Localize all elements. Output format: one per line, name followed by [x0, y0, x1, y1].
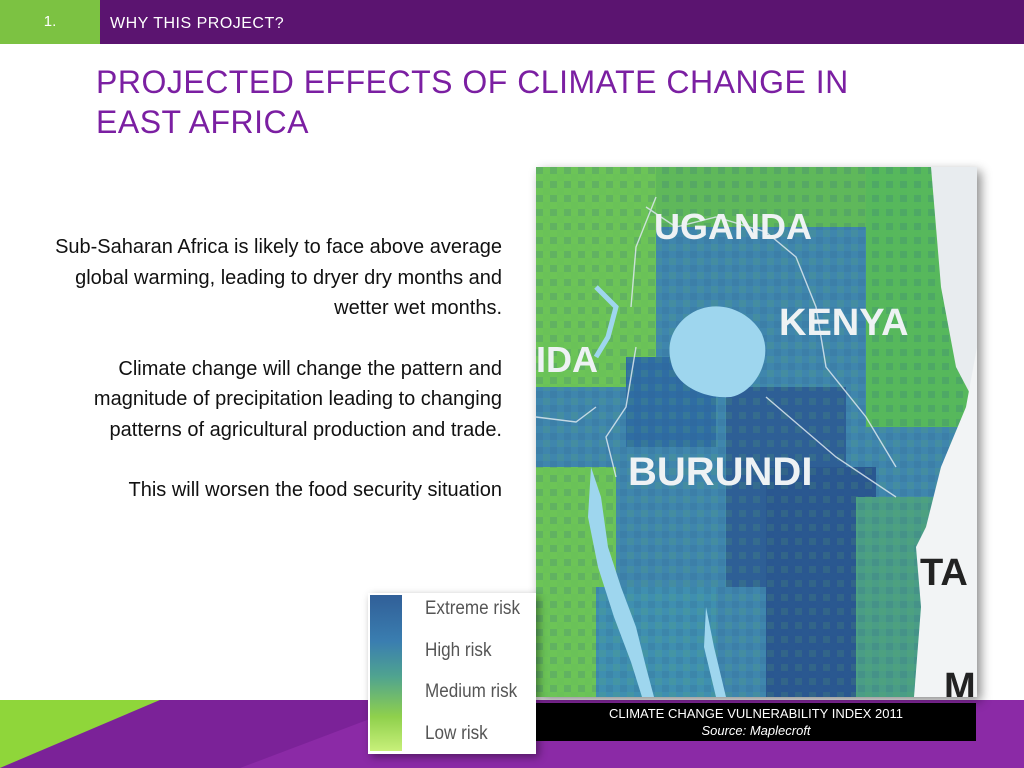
vulnerability-map: UGANDA KENYA IDA BURUNDI TA M: [536, 167, 977, 697]
caption-source: Source: Maplecroft: [701, 723, 811, 738]
label-kenya: KENYA: [779, 302, 909, 344]
legend-item-extreme: Extreme risk: [425, 598, 521, 619]
lake-rukwa: [704, 607, 726, 697]
label-burundi: BURUNDI: [628, 450, 812, 494]
legend-item-high: High risk: [425, 640, 492, 661]
lake-tanganyika: [588, 467, 654, 697]
slide-title: PROJECTED EFFECTS OF CLIMATE CHANGE IN E…: [96, 64, 849, 140]
legend-color-scale: [370, 595, 402, 751]
paragraph-1: Sub-Saharan Africa is likely to face abo…: [55, 236, 502, 319]
legend-item-low: Low risk: [425, 723, 488, 744]
lake-victoria: [669, 306, 766, 398]
dark-triangle: [0, 700, 420, 768]
body-text: Sub-Saharan Africa is likely to face abo…: [20, 232, 502, 536]
label-m-partial: M: [944, 666, 976, 697]
section-title: WHY THIS PROJECT?: [110, 15, 285, 32]
label-rwanda-partial: IDA: [536, 339, 598, 380]
paragraph-3: This will worsen the food security situa…: [128, 479, 503, 501]
label-tanzania-partial: TA: [920, 552, 968, 594]
paragraph-2: Climate change will change the pattern a…: [93, 357, 502, 441]
bottom-decoration: [0, 700, 420, 768]
top-bar: 1. WHY THIS PROJECT?: [0, 0, 1024, 44]
indian-ocean: [914, 347, 977, 697]
risk-legend: Extreme risk High risk Medium risk Low r…: [368, 593, 536, 754]
label-uganda: UGANDA: [654, 206, 812, 247]
caption-title: CLIMATE CHANGE VULNERABILITY INDEX 2011: [608, 706, 904, 721]
legend-item-medium: Medium risk: [425, 681, 518, 702]
map-caption: CLIMATE CHANGE VULNERABILITY INDEX 2011 …: [536, 703, 976, 741]
slide-number: 1.: [0, 0, 100, 44]
country-borders: [536, 196, 897, 498]
ocean-north: [931, 167, 977, 407]
